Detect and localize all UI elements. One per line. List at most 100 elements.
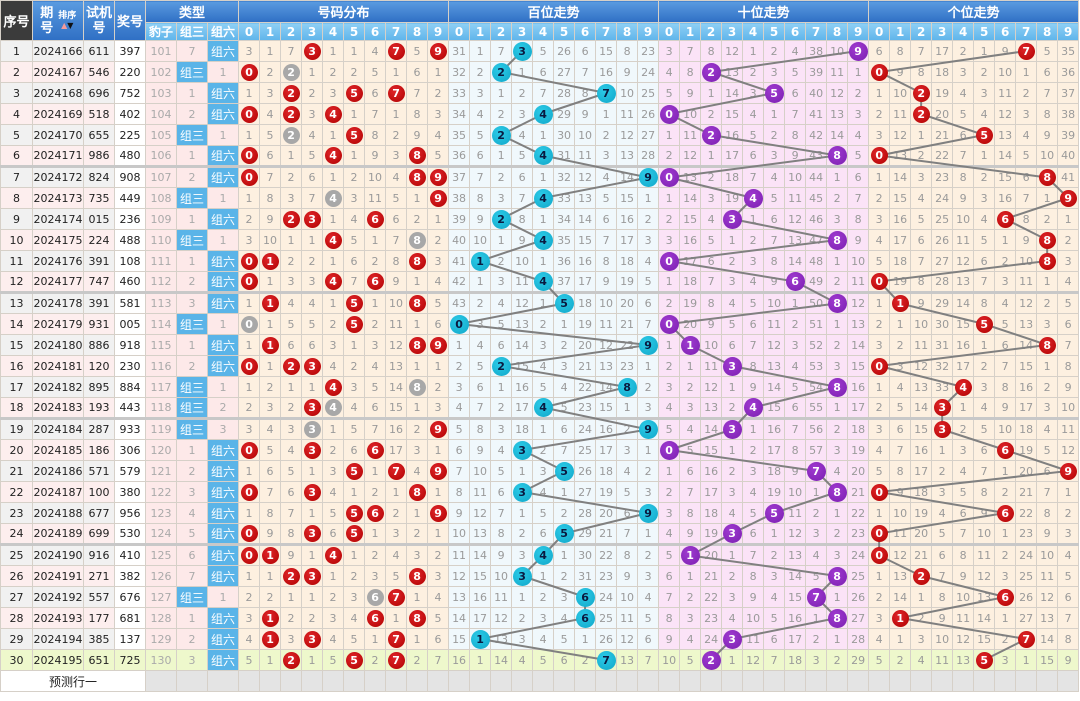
predict-cell[interactable] (385, 670, 408, 692)
predict-cell[interactable] (763, 670, 786, 692)
predict-cell[interactable] (553, 670, 576, 692)
ones-cell: 33 (931, 376, 954, 398)
predict-cell[interactable] (280, 670, 303, 692)
dist-cell: 2 (406, 208, 429, 230)
hundreds-cell: 1 (637, 523, 660, 545)
predict-cell[interactable] (532, 670, 555, 692)
tens-cell: 4 (721, 291, 744, 314)
dist-cell: 3 (406, 543, 429, 566)
sort-down-icon[interactable]: ▼ (67, 20, 74, 30)
tens-cell: 3 (826, 208, 849, 230)
row-test-number: 699 (83, 523, 115, 545)
predict-cell[interactable] (973, 670, 996, 692)
row-period: 2024167 (32, 61, 84, 83)
dist-cell: 1 (259, 649, 282, 671)
row-zusan: 组三 (176, 376, 208, 398)
ones-ball: 4 (954, 378, 972, 396)
predict-cell[interactable] (301, 670, 324, 692)
ones-cell: 5 (868, 649, 891, 671)
table-row: 26 2024191 271 382 126 7 组六 1 1 2 3 1 2 3 5 8 3 12 15 10 3 1 2… (0, 565, 1080, 587)
dist-cell: 2 (280, 250, 303, 272)
ones-cell: 5 (889, 397, 912, 419)
dist-ball: 8 (408, 378, 426, 396)
ones-cell: 0 (868, 481, 891, 503)
predict-cell[interactable] (679, 670, 702, 692)
ones-cell: 8 (889, 460, 912, 482)
dist-cell: 6 (385, 208, 408, 230)
predict-cell[interactable] (994, 670, 1017, 692)
predict-cell[interactable] (637, 670, 660, 692)
row-zuliu: 1 (206, 376, 240, 398)
predict-cell[interactable] (658, 670, 681, 692)
predict-cell[interactable] (238, 670, 261, 692)
hundreds-cell: 16 (595, 417, 618, 440)
predict-cell[interactable] (406, 670, 429, 692)
ones-cell: 1 (868, 291, 891, 314)
hundreds-digit-header: 3 (511, 22, 534, 41)
predict-cell[interactable] (805, 670, 828, 692)
predict-cell[interactable] (931, 670, 954, 692)
predict-cell[interactable] (206, 670, 240, 692)
predict-cell[interactable] (784, 670, 807, 692)
hundreds-cell: 7 (616, 523, 639, 545)
hundreds-cell: 5 (553, 397, 576, 419)
ones-cell: 3 (994, 565, 1017, 587)
dist-cell: 13 (385, 355, 408, 377)
predict-cell[interactable] (469, 670, 492, 692)
sort-control[interactable]: 排序 ▲▼ (58, 11, 76, 31)
dist-cell: 7 (259, 165, 282, 188)
row-prize-number: 908 (114, 165, 146, 188)
row-zuliu: 组六 (206, 481, 240, 503)
predict-cell[interactable] (1036, 670, 1059, 692)
predict-cell[interactable] (1057, 670, 1080, 692)
predict-cell[interactable] (721, 670, 744, 692)
predict-cell[interactable] (952, 670, 975, 692)
predict-cell[interactable] (574, 670, 597, 692)
predict-cell[interactable] (511, 670, 534, 692)
sort-up-icon[interactable]: ▲ (61, 20, 68, 30)
ones-cell: 7 (952, 523, 975, 545)
tens-cell: 10 (784, 481, 807, 503)
dist-cell: 1 (238, 187, 261, 209)
ones-cell: 4 (910, 187, 933, 209)
predict-cell[interactable] (145, 670, 177, 692)
ones-cell: 13 (910, 376, 933, 398)
header-period[interactable]: 期号 排序 ▲▼ (32, 0, 84, 41)
predict-cell[interactable] (595, 670, 618, 692)
ones-cell: 6 (889, 417, 912, 440)
dist-cell: 2 (238, 397, 261, 419)
predict-cell[interactable] (343, 670, 366, 692)
dist-cell: 4 (343, 208, 366, 230)
ones-cell: 9 (994, 40, 1017, 62)
row-zuliu: 组六 (206, 523, 240, 545)
dist-cell: 2 (364, 313, 387, 335)
dist-cell: 3 (427, 397, 450, 419)
predict-cell[interactable] (259, 670, 282, 692)
hundreds-cell: 2 (532, 439, 555, 461)
dist-cell: 3 (280, 271, 303, 293)
dist-ball: 4 (324, 399, 342, 416)
predict-cell[interactable] (910, 670, 933, 692)
predict-cell[interactable] (427, 670, 450, 692)
dist-cell: 2 (301, 82, 324, 104)
predict-cell[interactable] (889, 670, 912, 692)
predict-cell[interactable] (700, 670, 723, 692)
predict-cell[interactable] (742, 670, 765, 692)
predict-cell[interactable] (322, 670, 345, 692)
predict-cell[interactable] (364, 670, 387, 692)
tens-cell: 23 (847, 523, 870, 545)
predict-cell[interactable] (826, 670, 849, 692)
predict-cell[interactable] (1015, 670, 1038, 692)
ones-cell: 11 (973, 543, 996, 566)
hundreds-cell: 41 (448, 250, 471, 272)
predict-cell[interactable] (176, 670, 208, 692)
row-zusan: 4 (176, 502, 208, 524)
predict-cell[interactable] (616, 670, 639, 692)
dist-cell: 2 (259, 586, 282, 608)
predict-cell[interactable] (448, 670, 471, 692)
table-row: 10 2024175 224 488 110 组三 1 3 10 1 1 4 5 1 7 8 2 40 10 1 9 4 3… (0, 229, 1080, 251)
dist-cell: 6 (406, 61, 429, 83)
predict-cell[interactable] (868, 670, 891, 692)
predict-cell[interactable] (490, 670, 513, 692)
predict-cell[interactable] (847, 670, 870, 692)
